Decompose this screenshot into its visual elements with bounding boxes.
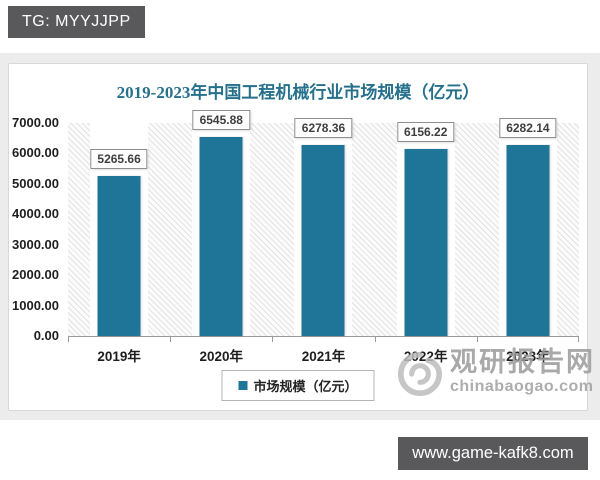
- x-axis-category-label: 2019年: [97, 349, 141, 364]
- x-axis-tick: [374, 336, 376, 342]
- y-axis: 7000.00 6000.00 5000.00 4000.00 3000.00 2000.…: [9, 115, 63, 343]
- bar-value-label: 6545.88: [192, 109, 250, 130]
- bar-value-label: 6282.14: [499, 117, 557, 138]
- x-axis-category-label: 2022年: [403, 349, 448, 364]
- bar-column: 5265.66: [68, 123, 170, 336]
- y-axis-tick-label: 0.00: [33, 328, 59, 343]
- bar: [506, 144, 550, 336]
- y-axis-tick-label: 2000.00: [12, 267, 59, 283]
- x-axis-category-label: 2023年: [506, 349, 550, 364]
- y-axis-tick-label: 1000.00: [12, 297, 59, 313]
- bar-column: 6545.88: [170, 109, 272, 336]
- y-axis-tick-label: 5000.00: [12, 175, 59, 191]
- bar-value-label: 6156.22: [396, 121, 455, 142]
- x-axis-tick: [476, 336, 478, 342]
- bar-value-label: 6278.36: [294, 117, 353, 138]
- tg-watermark-badge: TG: MYYJJPP: [8, 6, 145, 38]
- bar-column: 6278.36: [272, 117, 374, 336]
- bar-value-label: 5265.66: [90, 148, 148, 169]
- plot-area: 5265.66 6545.88 6278.36 6156.22 6282.14: [68, 109, 579, 342]
- legend-square-icon: [238, 381, 248, 390]
- legend-label: 市场规模（亿元）: [253, 379, 358, 394]
- x-axis: 2019年 2020年 2021年 2022年 2023年: [68, 345, 579, 365]
- x-axis-tick: [578, 336, 579, 342]
- y-axis-tick-label: 4000.00: [12, 206, 59, 222]
- site-url-bar: www.game-kafk8.com: [398, 437, 588, 470]
- y-axis-tick-label: 7000.00: [12, 115, 59, 130]
- x-axis-tick: [170, 336, 172, 342]
- x-axis-tick: [68, 336, 69, 342]
- bar: [404, 148, 448, 336]
- bar-column: 6282.14: [477, 117, 579, 336]
- x-axis-tick: [272, 336, 274, 342]
- y-axis-tick-label: 3000.00: [12, 236, 59, 252]
- bar-column: 6156.22: [375, 121, 477, 336]
- legend: 市场规模（亿元）: [221, 370, 375, 401]
- x-axis-category-label: 2021年: [301, 349, 346, 364]
- chart-card: 2019-2023年中国工程机械行业市场规模（亿元） 7000.00 6000.0…: [8, 63, 588, 411]
- x-axis-category-label: 2020年: [199, 349, 244, 364]
- bar: [97, 175, 141, 336]
- bar: [301, 144, 345, 336]
- y-axis-tick-label: 6000.00: [12, 145, 59, 161]
- bar: [199, 136, 243, 336]
- chart-title: 2019-2023年中国工程机械行业市场规模（亿元）: [116, 83, 480, 102]
